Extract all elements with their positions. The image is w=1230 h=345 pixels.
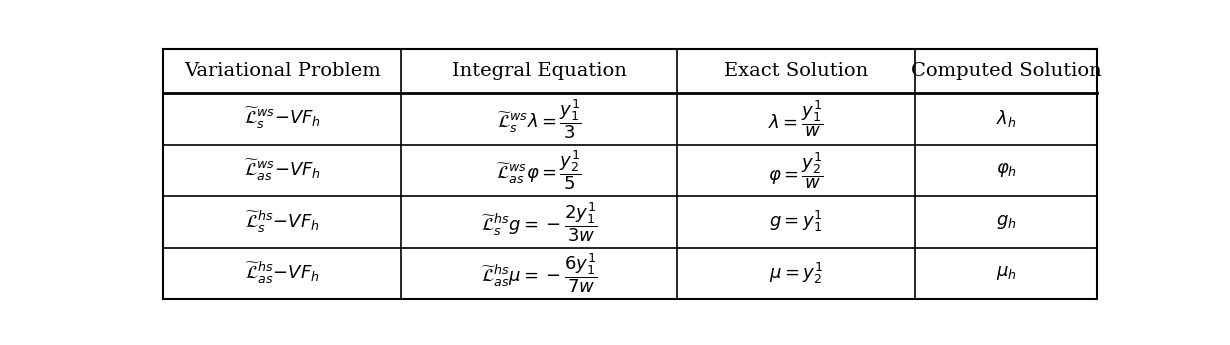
Text: $\widetilde{\mathcal{L}}_{s}^{hs}{-}VF_h$: $\widetilde{\mathcal{L}}_{s}^{hs}{-}VF_h…	[245, 209, 320, 235]
Text: $\widetilde{\mathcal{L}}_{s}^{ws}\lambda = \dfrac{y_1^1}{3}$: $\widetilde{\mathcal{L}}_{s}^{ws}\lambda…	[497, 97, 582, 141]
Text: $\mu = y_2^1$: $\mu = y_2^1$	[769, 261, 823, 286]
Text: $\lambda_h$: $\lambda_h$	[996, 108, 1017, 129]
Text: $\varphi_h$: $\varphi_h$	[996, 161, 1017, 179]
Text: $\widetilde{\mathcal{L}}_{as}^{ws}\varphi = \dfrac{y_2^1}{5}$: $\widetilde{\mathcal{L}}_{as}^{ws}\varph…	[496, 148, 582, 192]
Text: Computed Solution: Computed Solution	[911, 62, 1102, 80]
Text: $\mu_h$: $\mu_h$	[996, 264, 1017, 282]
Text: $\lambda = \dfrac{y_1^1}{w}$: $\lambda = \dfrac{y_1^1}{w}$	[769, 98, 824, 139]
Text: $\widetilde{\mathcal{L}}_{as}^{ws}{-}VF_h$: $\widetilde{\mathcal{L}}_{as}^{ws}{-}VF_…	[244, 158, 321, 183]
Text: $\widetilde{\mathcal{L}}_{as}^{hs}{-}VF_h$: $\widetilde{\mathcal{L}}_{as}^{hs}{-}VF_…	[245, 260, 320, 286]
Text: Integral Equation: Integral Equation	[451, 62, 627, 80]
Text: $\widetilde{\mathcal{L}}_{s}^{hs}g = -\dfrac{2y_1^1}{3w}$: $\widetilde{\mathcal{L}}_{s}^{hs}g = -\d…	[481, 200, 598, 244]
Text: $\widetilde{\mathcal{L}}_{as}^{hs}\mu = -\dfrac{6y_1^1}{7w}$: $\widetilde{\mathcal{L}}_{as}^{hs}\mu = …	[481, 252, 598, 295]
Text: $\varphi = \dfrac{y_2^1}{w}$: $\varphi = \dfrac{y_2^1}{w}$	[769, 150, 824, 191]
Text: Variational Problem: Variational Problem	[184, 62, 381, 80]
Text: $g = y_1^1$: $g = y_1^1$	[769, 209, 823, 234]
Text: Exact Solution: Exact Solution	[724, 62, 868, 80]
Text: $g_h$: $g_h$	[996, 213, 1017, 231]
Text: $\widetilde{\mathcal{L}}_{s}^{ws}{-}VF_h$: $\widetilde{\mathcal{L}}_{s}^{ws}{-}VF_h…	[244, 106, 321, 131]
